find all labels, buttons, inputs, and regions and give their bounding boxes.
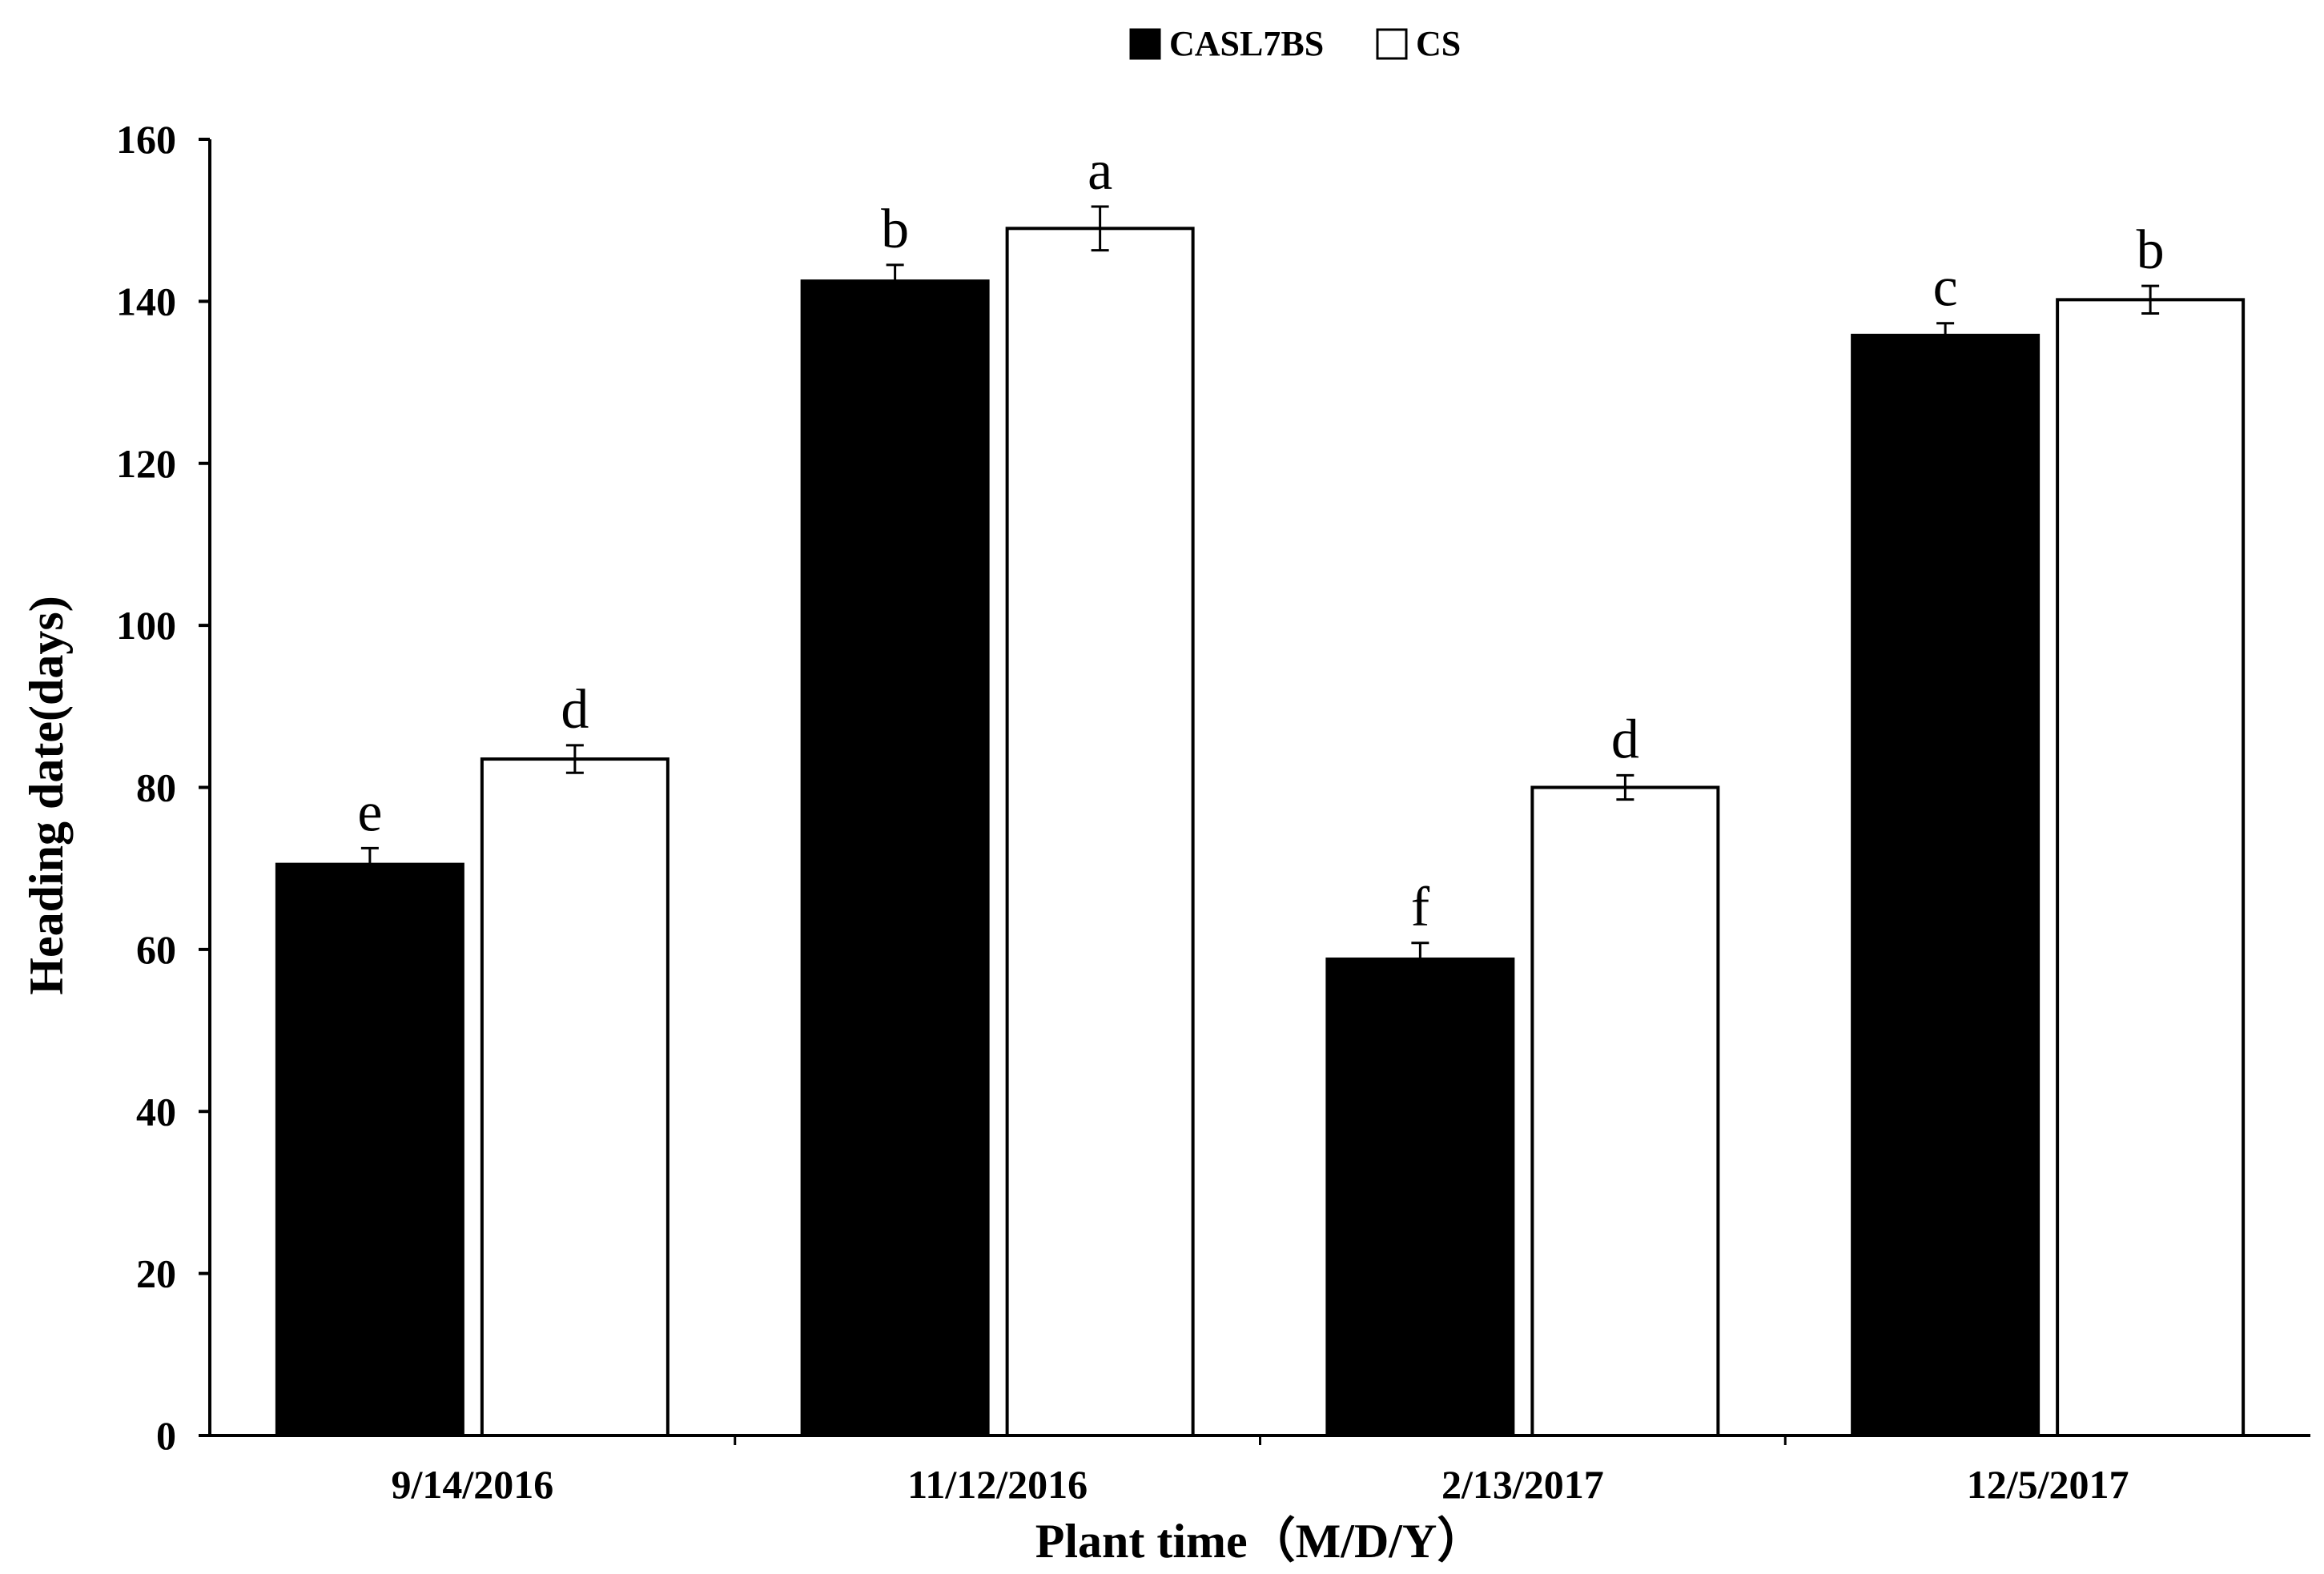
significance-letter: d [1611,709,1639,770]
y-tick-label: 40 [136,1089,176,1134]
legend: CASL7BS CS [1129,24,1461,63]
bar-casl7bs-0 [275,862,464,1438]
y-axis-title: Heading date(days) [20,596,73,994]
significance-letter: d [561,679,589,741]
x-tick-label: 12/5/2017 [1967,1462,2129,1507]
bar-cs-0 [480,757,669,1437]
significance-letter: f [1411,877,1430,938]
bar-casl7bs-2 [1325,958,1515,1437]
y-tick-label: 100 [116,603,176,648]
axis-labels: Plant time（M/D/Y） Heading date(days) [20,596,1485,1568]
y-tick-label: 60 [136,927,176,972]
bar-casl7bs-1 [800,279,990,1437]
y-axis-title-group: Heading date(days) [20,596,73,994]
y-tick-label: 140 [116,279,176,323]
x-tick-label: 11/12/2016 [907,1462,1088,1507]
x-axis-title: Plant time（M/D/Y） [1035,1514,1486,1568]
legend-swatch-casl7bs [1129,28,1161,60]
significance-letter: c [1933,257,1958,319]
significance-letter: b [881,199,909,260]
x-tick-label: 9/14/2016 [391,1462,553,1507]
significance-letter: e [357,781,382,843]
y-tick-label: 0 [156,1413,176,1458]
bar-casl7bs-3 [1851,333,2041,1437]
y-tick-label: 160 [116,117,176,162]
axes: 0 20 40 60 80 100 120 140 160 9/14/2016 11/12/2016… [116,117,2310,1507]
y-tick-label: 80 [136,765,176,810]
bar-cs-3 [2056,298,2246,1438]
y-tick-label: 20 [136,1251,176,1296]
legend-label-casl7bs: CASL7BS [1169,24,1324,63]
bars: e d b a f d c b [275,140,2246,1438]
legend-swatch-cs [1376,28,1408,60]
bar-cs-1 [1005,227,1195,1437]
y-tick-label: 120 [116,441,176,486]
legend-label-cs: CS [1416,24,1461,63]
significance-letter: a [1088,140,1112,202]
significance-letter: b [2137,219,2165,281]
x-tick-label: 2/13/2017 [1441,1462,1604,1507]
bar-cs-2 [1530,785,1720,1437]
